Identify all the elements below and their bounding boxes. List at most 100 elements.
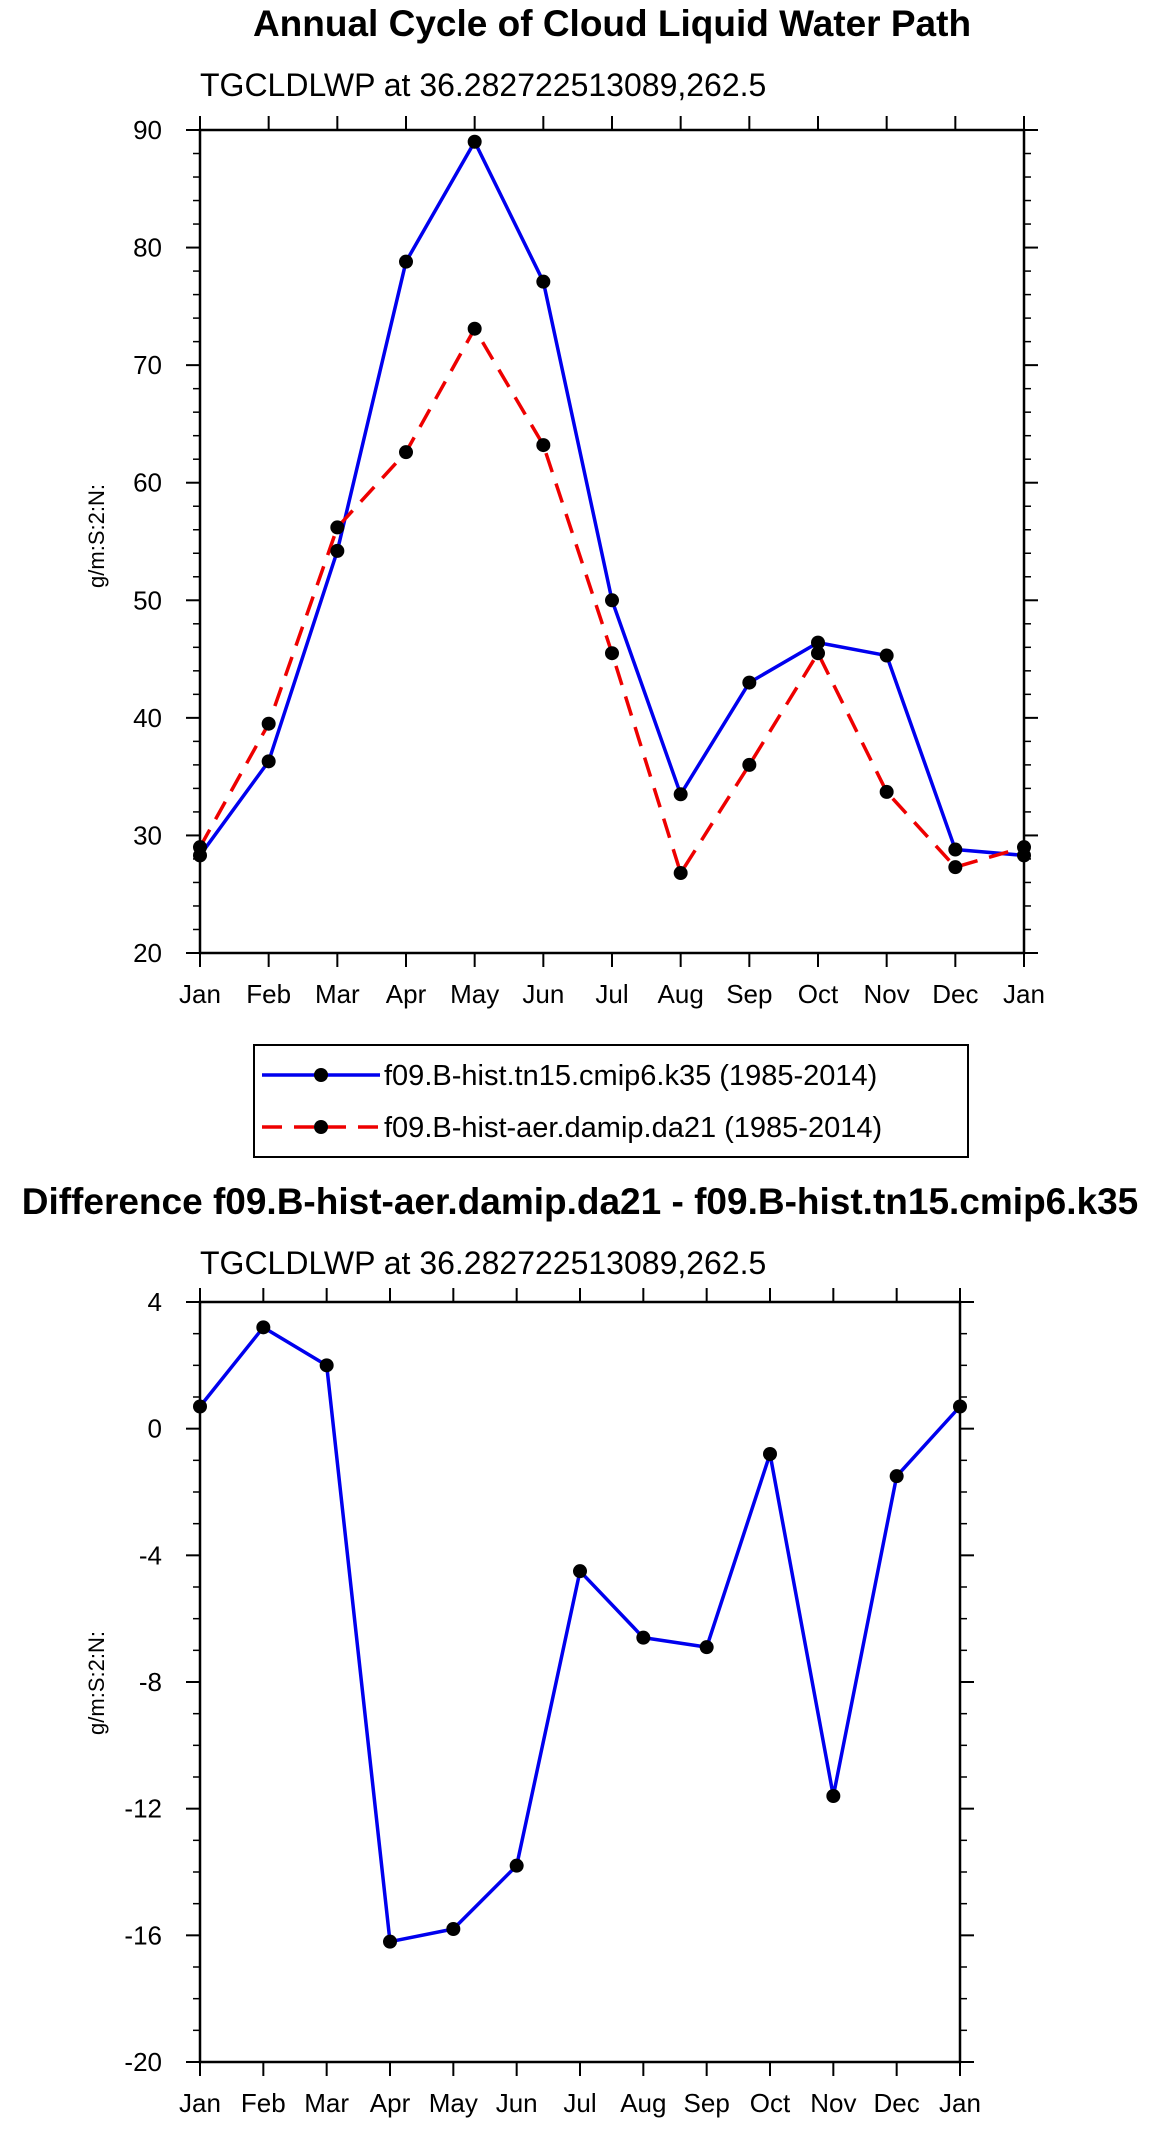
x-tick-label: Sep	[684, 2088, 730, 2118]
data-point-series-1	[636, 1630, 651, 1645]
data-point-series-1	[953, 1399, 967, 1414]
data-point-series-1	[193, 1399, 207, 1414]
x-tick-label: Jun	[496, 2088, 538, 2118]
chart-difference: Difference f09.B-hist-aer.damip.da21 - f…	[22, 1181, 1139, 2118]
series-line-1	[198, 1325, 962, 1944]
chart1-plot-frame	[198, 128, 1026, 955]
legend-marker-series-2	[314, 1120, 328, 1134]
x-tick-label: Sep	[726, 979, 772, 1009]
data-point-series-2	[673, 866, 688, 881]
data-point-series-1	[673, 787, 688, 802]
data-point-series-1	[330, 543, 345, 558]
x-tick-label: Aug	[620, 2088, 666, 2118]
chart1-y-axis-label: g/m:S:2:N:	[84, 484, 109, 588]
chart2-subtitle: TGCLDLWP at 36.282722513089,262.5	[200, 1245, 766, 1281]
data-point-series-1	[399, 254, 413, 269]
legend-box	[253, 1044, 969, 1158]
x-tick-label: Dec	[932, 979, 978, 1009]
data-point-series-1	[573, 1564, 587, 1579]
x-tick-label: Apr	[370, 2088, 411, 2118]
data-point-series-2	[879, 784, 894, 799]
data-point-series-1	[811, 635, 825, 650]
chart2-y-axis-label: g/m:S:2:N:	[84, 1631, 109, 1735]
data-point-series-1	[536, 274, 551, 289]
data-point-series-1	[509, 1858, 524, 1873]
data-point-series-1	[319, 1358, 334, 1373]
chart2-plot-frame	[198, 1300, 962, 2064]
y-tick-label: -20	[124, 2047, 162, 2077]
data-point-series-1	[467, 134, 482, 149]
x-tick-label: May	[450, 979, 499, 1009]
x-tick-label: Jul	[563, 2088, 596, 2118]
y-tick-label: 4	[148, 1287, 162, 1317]
y-tick-label: -8	[139, 1667, 162, 1697]
x-tick-label: Feb	[241, 2088, 286, 2118]
data-point-series-1	[742, 675, 757, 690]
data-point-series-2	[399, 445, 413, 460]
x-tick-label: Jan	[179, 979, 221, 1009]
data-point-series-2	[261, 716, 276, 731]
x-tick-label: Dec	[874, 2088, 920, 2118]
x-tick-label: Aug	[658, 979, 704, 1009]
legend-marker-series-1	[314, 1068, 328, 1082]
data-point-series-1	[446, 1922, 461, 1936]
data-point-series-2	[811, 646, 825, 661]
chart1-legend: f09.B-hist.tn15.cmip6.k35 (1985-2014) f0…	[253, 1044, 969, 1158]
data-point-series-2	[330, 520, 345, 535]
data-point-series-1	[826, 1789, 841, 1803]
data-point-series-2	[1017, 840, 1031, 855]
data-point-series-2	[948, 860, 963, 875]
y-tick-label: -16	[124, 1920, 162, 1950]
y-tick-label: -12	[124, 1794, 162, 1824]
x-tick-label: Nov	[810, 2088, 856, 2118]
data-point-series-1	[948, 842, 963, 857]
data-point-series-1	[605, 593, 619, 608]
data-point-series-1	[256, 1320, 271, 1335]
x-tick-label: Apr	[386, 979, 427, 1009]
y-tick-label: -4	[139, 1540, 162, 1570]
legend-label-series-1: f09.B-hist.tn15.cmip6.k35 (1985-2014)	[384, 1060, 877, 1092]
chart2-title: Difference f09.B-hist-aer.damip.da21 - f…	[22, 1181, 1139, 1222]
series-line-1	[198, 140, 1025, 858]
chart-annual-cycle: Annual Cycle of Cloud Liquid Water Path …	[84, 3, 1045, 1158]
data-point-series-1	[763, 1447, 777, 1461]
x-tick-label: Mar	[304, 2088, 349, 2118]
chart1-axes-ticks: Jan Feb Mar Apr May Jun Jul Aug Sep Oct Nov Dec Jan 2…	[133, 115, 1045, 1009]
y-tick-label: 50	[133, 585, 162, 615]
y-tick-label: 80	[133, 233, 162, 263]
x-tick-label: Jan	[179, 2088, 221, 2118]
data-point-series-2	[467, 321, 482, 336]
x-tick-label: Jul	[595, 979, 628, 1009]
y-tick-label: 40	[133, 703, 162, 733]
data-point-series-2	[193, 840, 207, 855]
chart1-title: Annual Cycle of Cloud Liquid Water Path	[253, 3, 971, 44]
chart2-axes-ticks: Jan Feb Mar Apr May Jun Jul Aug Sep Oct Nov Dec Jan-…	[124, 1287, 981, 2118]
legend-label-series-2: f09.B-hist-aer.damip.da21 (1985-2014)	[384, 1112, 882, 1144]
data-point-series-1	[889, 1469, 904, 1484]
data-point-series-2	[605, 646, 619, 661]
data-point-series-1	[699, 1640, 714, 1655]
y-tick-label: 60	[133, 468, 162, 498]
chart1-series-group	[193, 134, 1031, 881]
data-point-series-1	[261, 754, 276, 769]
x-tick-label: Jun	[522, 979, 564, 1009]
x-tick-label: Oct	[798, 979, 839, 1009]
x-tick-label: Mar	[315, 979, 360, 1009]
x-tick-label: May	[429, 2088, 478, 2118]
data-point-series-1	[383, 1934, 397, 1949]
y-tick-label: 0	[148, 1414, 162, 1444]
data-point-series-1	[879, 648, 894, 663]
y-tick-label: 90	[133, 115, 162, 145]
y-tick-label: 20	[133, 938, 162, 968]
chart1-subtitle: TGCLDLWP at 36.282722513089,262.5	[200, 67, 766, 103]
x-tick-label: Oct	[750, 2088, 791, 2118]
x-tick-label: Jan	[1003, 979, 1045, 1009]
data-point-series-2	[536, 438, 551, 453]
y-tick-label: 70	[133, 350, 162, 380]
x-tick-label: Nov	[864, 979, 910, 1009]
data-point-series-2	[742, 757, 757, 772]
y-tick-label: 30	[133, 820, 162, 850]
x-tick-label: Feb	[246, 979, 291, 1009]
x-tick-label: Jan	[939, 2088, 981, 2118]
